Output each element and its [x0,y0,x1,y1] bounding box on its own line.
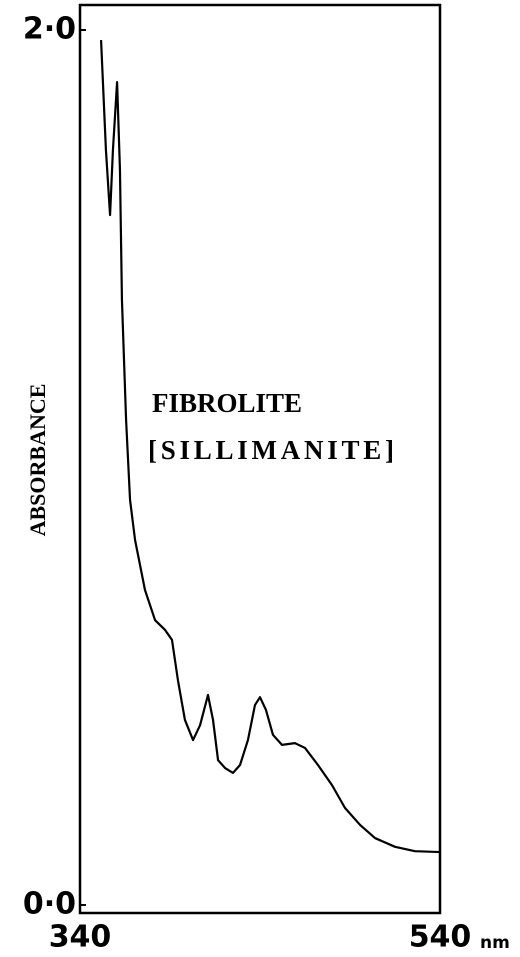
x-axis-label: nm [480,933,510,953]
annotation: [SILLIMANITE] [148,435,394,465]
y-axis-label: ABSORBANCE [25,384,50,537]
spectrum-line [99,40,441,854]
x-tick-label: 340 [49,920,112,955]
plot-frame [78,3,442,915]
x-tick-label: 540 [409,920,472,955]
annotation: FIBROLITE [152,388,302,418]
y-tick-label: 0·0 [23,887,76,922]
y-tick-label: 2·0 [23,12,76,47]
